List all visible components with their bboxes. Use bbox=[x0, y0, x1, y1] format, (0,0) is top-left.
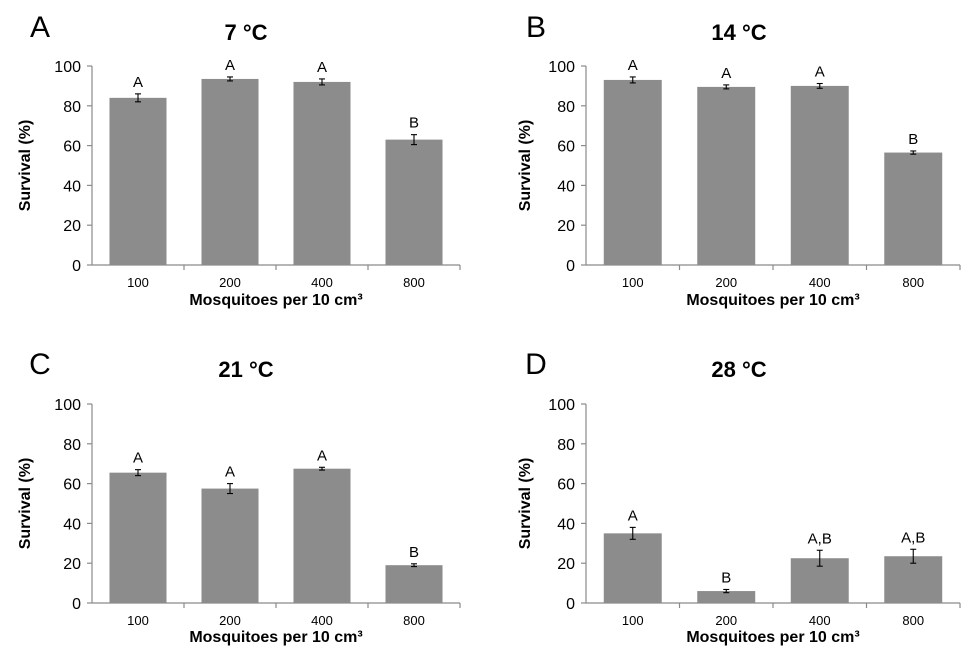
x-tick-label: 400 bbox=[311, 613, 333, 628]
significance-label: A bbox=[317, 59, 327, 76]
x-tick-label: 200 bbox=[715, 613, 737, 628]
y-tick-label: 40 bbox=[557, 516, 575, 533]
x-tick-label: 800 bbox=[403, 613, 425, 628]
panel-letter: B bbox=[526, 11, 546, 44]
bar bbox=[109, 472, 167, 603]
significance-label: A,B bbox=[808, 530, 832, 547]
bar bbox=[201, 488, 259, 603]
chart-title: 14 °C bbox=[711, 20, 766, 45]
y-axis-label: Survival (%) bbox=[17, 120, 34, 212]
bar bbox=[790, 85, 849, 266]
bar bbox=[884, 556, 943, 603]
y-tick-label: 60 bbox=[63, 477, 81, 494]
significance-label: B bbox=[409, 115, 419, 132]
y-axis-label: Survival (%) bbox=[517, 458, 534, 550]
y-tick-label: 0 bbox=[566, 596, 575, 613]
chart-title: 7 °C bbox=[224, 20, 267, 45]
y-tick-label: 100 bbox=[54, 59, 81, 76]
y-tick-label: 100 bbox=[54, 397, 81, 414]
bar bbox=[603, 79, 662, 266]
bar bbox=[697, 86, 756, 266]
panel-letter: C bbox=[29, 348, 51, 381]
chart-title: 21 °C bbox=[218, 357, 273, 382]
bar bbox=[697, 591, 756, 603]
bar bbox=[201, 78, 259, 265]
significance-label: A bbox=[317, 447, 327, 464]
y-tick-label: 0 bbox=[72, 596, 81, 613]
y-axis-label: Survival (%) bbox=[517, 120, 534, 212]
x-tick-label: 400 bbox=[809, 613, 831, 628]
x-tick-label: 100 bbox=[127, 613, 149, 628]
significance-label: A bbox=[721, 65, 731, 82]
x-tick-label: 400 bbox=[809, 275, 831, 290]
y-tick-label: 20 bbox=[557, 556, 575, 573]
y-tick-label: 40 bbox=[63, 178, 81, 195]
x-tick-label: 100 bbox=[622, 275, 644, 290]
y-tick-label: 60 bbox=[63, 139, 81, 156]
x-tick-label: 800 bbox=[902, 613, 924, 628]
significance-label: A bbox=[628, 57, 638, 74]
bar bbox=[884, 152, 943, 265]
significance-label: B bbox=[908, 131, 918, 148]
bar bbox=[385, 565, 443, 603]
y-tick-label: 40 bbox=[63, 516, 81, 533]
y-axis-label: Survival (%) bbox=[17, 458, 34, 550]
x-tick-label: 200 bbox=[219, 275, 241, 290]
x-tick-label: 400 bbox=[311, 275, 333, 290]
x-tick-label: 100 bbox=[127, 275, 149, 290]
significance-label: A,B bbox=[901, 529, 925, 546]
y-tick-label: 80 bbox=[557, 437, 575, 454]
y-tick-label: 20 bbox=[557, 218, 575, 235]
y-tick-label: 80 bbox=[63, 437, 81, 454]
y-tick-label: 20 bbox=[63, 218, 81, 235]
chart-panel-b: B 14 °C 0 20 40 60 80 100 Survival (%) A 100 A 200 A 4… bbox=[517, 11, 961, 309]
x-axis-label: Mosquitoes per 10 cm³ bbox=[189, 629, 362, 646]
y-tick-label: 100 bbox=[548, 397, 575, 414]
significance-label: B bbox=[721, 569, 731, 586]
y-tick-label: 60 bbox=[557, 477, 575, 494]
y-tick-label: 100 bbox=[548, 59, 575, 76]
significance-label: A bbox=[133, 450, 143, 467]
panel-letter: A bbox=[30, 11, 50, 44]
bar bbox=[603, 533, 662, 603]
y-tick-label: 0 bbox=[566, 258, 575, 275]
x-axis-label: Mosquitoes per 10 cm³ bbox=[686, 629, 859, 646]
bar bbox=[293, 81, 351, 265]
x-tick-label: 100 bbox=[622, 613, 644, 628]
significance-label: B bbox=[409, 544, 419, 561]
chart-panel-d: D 28 °C 0 20 40 60 80 100 Survival (%) A 100 B 200 A,… bbox=[517, 348, 961, 646]
significance-label: A bbox=[225, 57, 235, 74]
significance-label: A bbox=[133, 74, 143, 91]
y-tick-label: 0 bbox=[72, 258, 81, 275]
significance-label: A bbox=[628, 507, 638, 524]
x-axis-label: Mosquitoes per 10 cm³ bbox=[686, 292, 859, 309]
chart-panel-c: C 21 °C 0 20 40 60 80 100 Survival (%) A 100 A 200 A 4… bbox=[17, 348, 461, 646]
panel-letter: D bbox=[525, 348, 547, 381]
x-tick-label: 200 bbox=[715, 275, 737, 290]
y-tick-label: 40 bbox=[557, 178, 575, 195]
significance-label: A bbox=[815, 64, 825, 81]
x-tick-label: 200 bbox=[219, 613, 241, 628]
x-axis-label: Mosquitoes per 10 cm³ bbox=[189, 292, 362, 309]
bar bbox=[293, 468, 351, 603]
y-tick-label: 60 bbox=[557, 139, 575, 156]
x-tick-label: 800 bbox=[403, 275, 425, 290]
bar bbox=[109, 97, 167, 265]
significance-label: A bbox=[225, 464, 235, 481]
y-tick-label: 80 bbox=[557, 99, 575, 116]
bar bbox=[385, 139, 443, 265]
y-tick-label: 80 bbox=[63, 99, 81, 116]
y-tick-label: 20 bbox=[63, 556, 81, 573]
x-tick-label: 800 bbox=[902, 275, 924, 290]
chart-title: 28 °C bbox=[711, 357, 766, 382]
